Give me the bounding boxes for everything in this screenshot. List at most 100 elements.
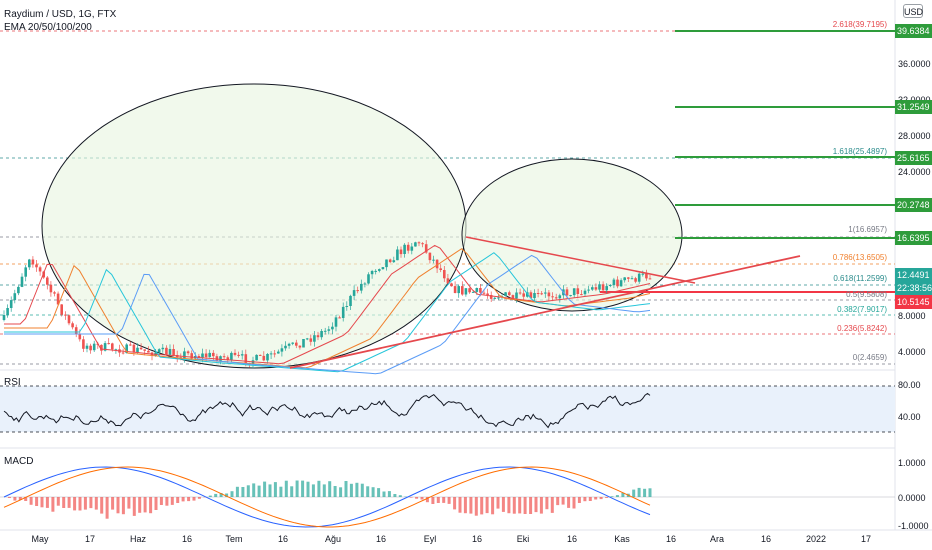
indicator-legend[interactable]: EMA 20/50/100/200 [4,22,92,33]
currency-button[interactable]: USD [903,4,923,18]
candle-body [536,293,540,294]
macd-histogram-bar [453,497,457,510]
macd-line [3,466,651,528]
target-price-tag: 39.6384 [895,24,932,38]
macd-histogram-bar [577,497,581,503]
macd-histogram-bar [512,497,516,514]
candle-body [591,287,594,290]
candle-body [258,354,262,356]
candle-body [287,343,291,346]
candle-body [515,292,518,299]
macd-histogram-bar [127,497,131,509]
candle-body [222,356,226,358]
time-axis-label: Eyl [423,534,437,544]
candle-body [388,259,392,263]
fib-label: 0.382(7.9017) [837,305,887,314]
candle-body [31,259,35,265]
candle-body [424,244,428,253]
time-axis-label: Kas [614,534,630,544]
macd-line [3,466,651,528]
macd-pane-label[interactable]: MACD [4,456,34,467]
macd-histogram-bar [138,497,142,513]
macd-histogram-bar [648,488,652,497]
macd-histogram-bar [605,497,609,498]
macd-histogram-bar [583,497,587,502]
macd-histogram-bar [621,492,625,497]
macd-histogram-bar [496,497,500,509]
symbol-title[interactable]: Raydium / USD, 1G, FTX [4,9,117,20]
macd-histogram-bar [301,480,305,497]
candle-body [482,292,486,294]
macd-histogram-bar [442,497,446,503]
candle-body [129,344,132,346]
candle-body [352,290,356,296]
candle-body [453,286,457,293]
candle-body [316,335,320,338]
macd-histogram-bar [447,497,451,504]
candle-body [627,277,630,279]
candle-body [378,269,381,271]
macd-histogram-bar [436,497,440,503]
macd-histogram-bar [398,495,402,497]
candle-body [212,352,215,357]
candle-body [28,259,31,268]
candle-body [439,268,442,270]
candle-body [298,345,302,348]
candle-body [406,244,410,251]
macd-histogram-bar [187,497,191,502]
candle-body [486,293,489,295]
macd-histogram-bar [273,482,277,497]
macd-histogram-bar [73,497,77,511]
time-axis-label: Ara [709,534,725,544]
candle-body [78,334,82,340]
candle-body [82,339,85,349]
candle-body [338,317,341,319]
candle-body [637,273,641,282]
candle-body [399,249,403,255]
candle-body [71,323,74,328]
macd-histogram-bar [51,497,55,512]
candle-body [186,351,190,354]
candle-body [417,242,421,244]
candle-body [269,353,273,355]
macd-histogram-bar [268,484,272,497]
candle-body [522,293,525,297]
time-axis-label: 16 [471,534,483,544]
macd-histogram-bar [474,497,478,516]
macd-histogram-bar [491,497,495,515]
candle-body [569,295,572,297]
candle-body [475,288,479,292]
macd-histogram-bar [225,493,229,497]
rsi-pane-label[interactable]: RSI [4,377,21,388]
macd-histogram-bar [393,494,397,497]
macd-histogram-bar [257,485,261,497]
macd-histogram-bar [111,497,115,510]
candle-body [172,349,175,356]
macd-histogram-bar [230,491,234,497]
time-axis-label: 16 [375,534,387,544]
macd-histogram-bar [425,497,429,503]
candle-body [327,329,331,331]
candle-body [518,292,522,294]
macd-histogram-bar [7,497,11,498]
candle-body [367,274,370,284]
candle-body [349,295,352,306]
candle-body [457,286,460,294]
macd-histogram-bar [149,497,153,514]
macd-histogram-bar [208,495,212,497]
candle-body [157,349,161,353]
candle-body [38,267,42,272]
macd-tick: -1.0000 [898,521,929,531]
candle-body [24,267,27,277]
candle-body [226,357,230,360]
candle-body [533,293,536,299]
candle-body [360,283,363,291]
fib-label: 0.5(9.5808) [846,290,887,299]
ema-line [4,244,651,365]
fib-label: 0.618(11.2599) [833,274,887,283]
macd-histogram-bar [550,497,554,513]
candle-body [493,297,497,299]
candle-body [266,354,269,361]
